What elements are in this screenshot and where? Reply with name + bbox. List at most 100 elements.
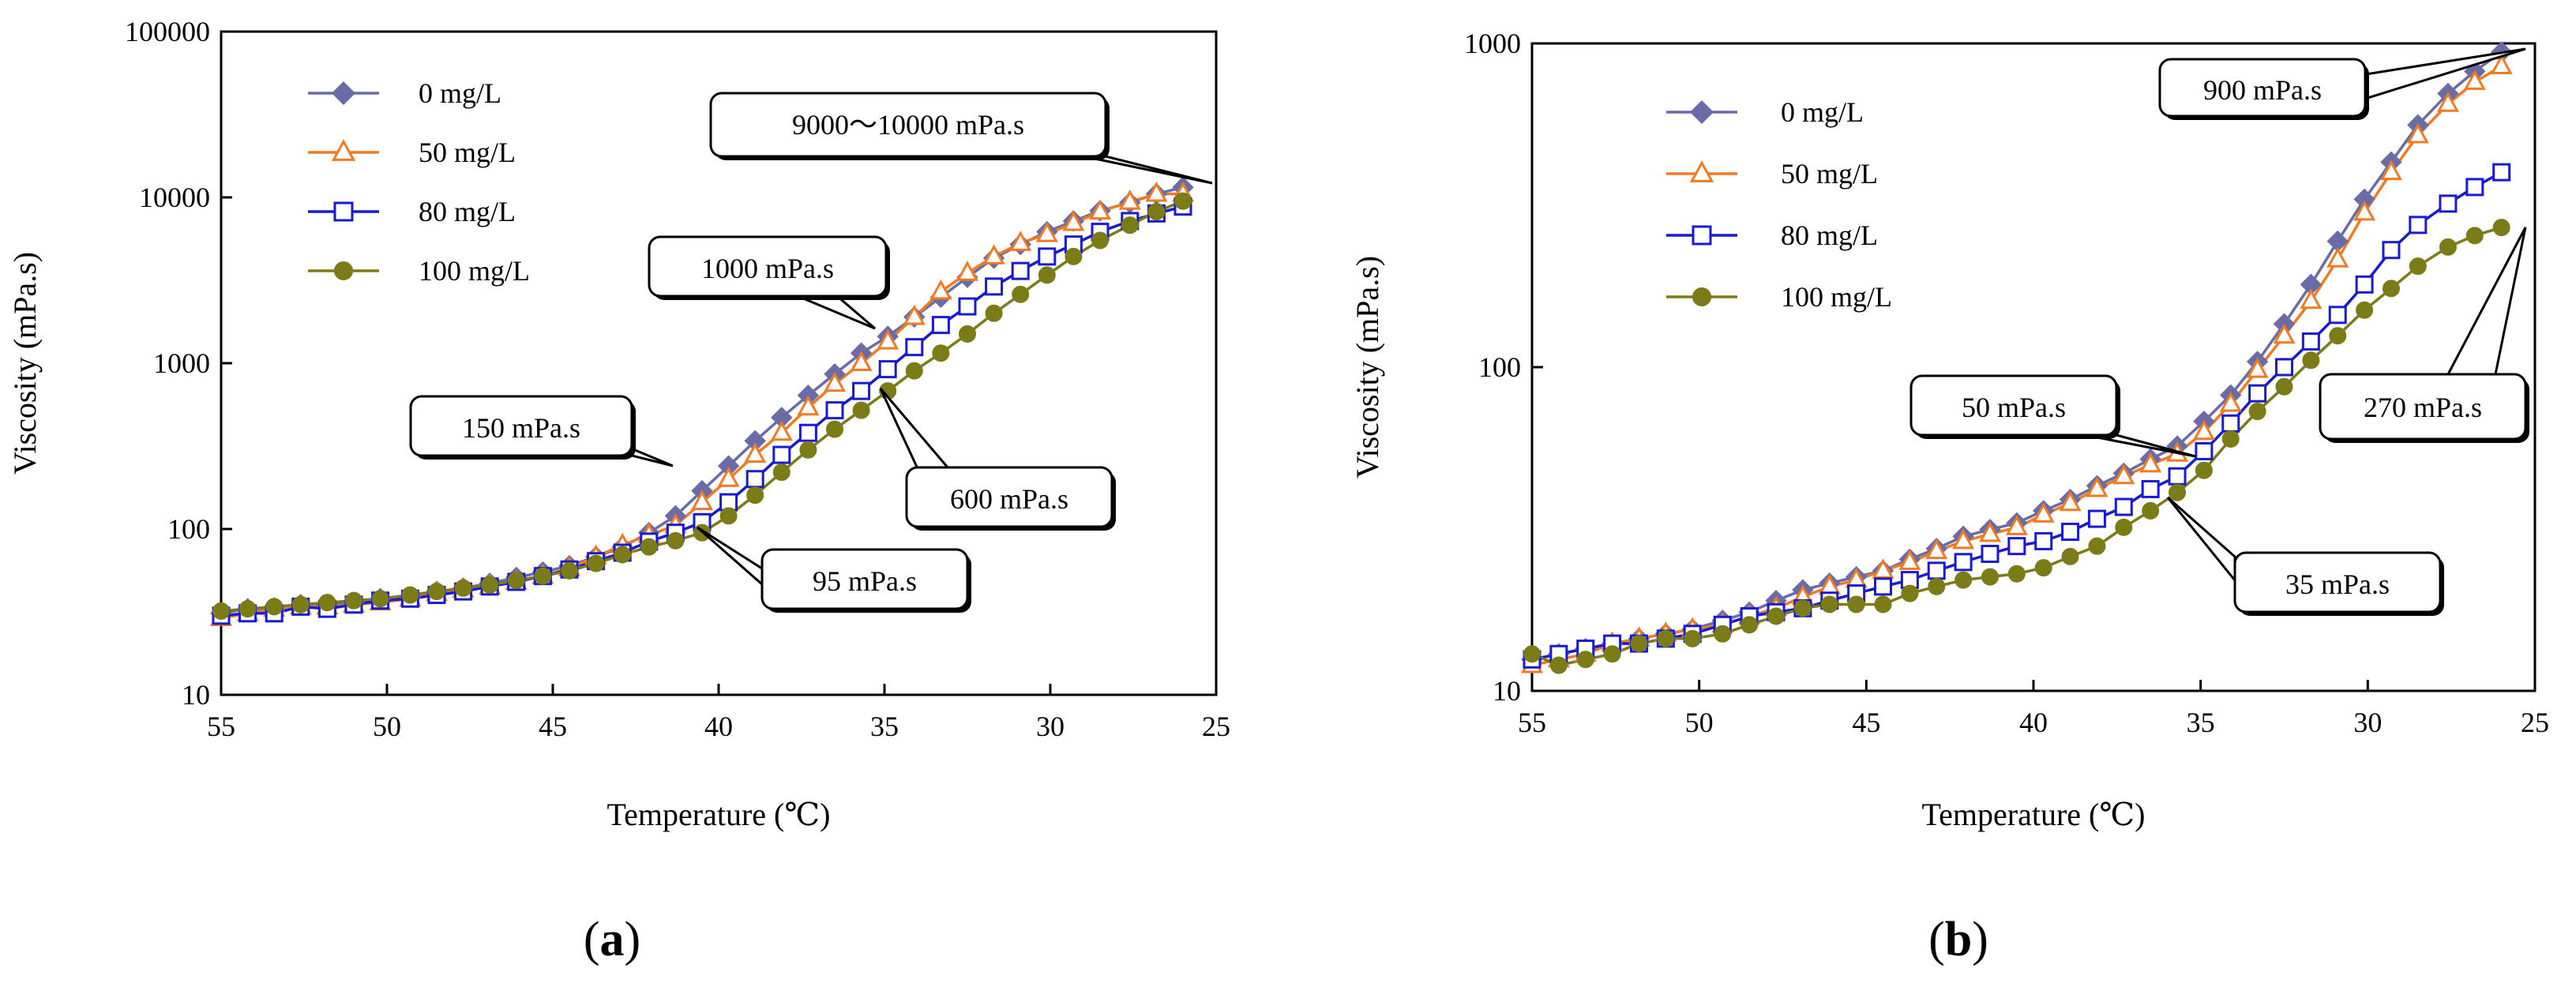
data-point [2219, 391, 2242, 412]
data-point [2492, 163, 2511, 182]
data-point [2439, 194, 2458, 213]
data-point [291, 595, 310, 613]
data-point [1009, 231, 1032, 251]
y-tick-label: 100 [167, 513, 210, 545]
data-point [2005, 515, 2028, 535]
data-point [2379, 159, 2403, 181]
data-point [2221, 430, 2240, 448]
data-point [1147, 203, 1166, 221]
data-point [2328, 306, 2347, 325]
x-tick-label: 45 [539, 711, 567, 742]
callout-label: 35 mPa.s [2285, 568, 2390, 600]
legend-label: 0 mg/L [419, 77, 501, 109]
panel-label-b: (b) [1928, 913, 1988, 966]
data-point [1038, 247, 1057, 266]
x-tick-label: 40 [2019, 707, 2048, 738]
x-axis-label-b: Temperature (℃) [1922, 797, 2146, 832]
legend-label: 100 mg/L [1781, 281, 1892, 313]
data-point [371, 590, 389, 608]
panel-label-a: (a) [584, 913, 640, 966]
data-point [1035, 221, 1058, 242]
data-point [2221, 414, 2240, 433]
callout-label: 9000～10000 mPa.s [792, 109, 1024, 141]
y-tick-label: 10 [182, 679, 210, 711]
y-tick-label: 1000 [1464, 28, 1521, 59]
y-tick-label: 100 [1478, 351, 1521, 383]
callout-box [648, 235, 888, 298]
data-point [1767, 607, 1786, 625]
x-tick-label: 55 [1518, 707, 1546, 738]
data-point [2301, 332, 2320, 351]
data-point [2195, 441, 2214, 460]
data-point [2061, 547, 2079, 565]
data-point [1872, 558, 1894, 579]
data-point [2192, 419, 2215, 441]
data-point [1874, 595, 1892, 613]
callout-box [409, 395, 633, 457]
data-point [1981, 544, 2000, 563]
legend-swatch-marker [1692, 287, 1712, 307]
x-tick-label: 30 [2353, 707, 2382, 738]
data-point [2406, 122, 2429, 144]
callout-label: 150 mPa.s [462, 412, 580, 444]
data-point [1714, 625, 1732, 643]
data-point [2034, 531, 2053, 550]
data-point [2382, 241, 2401, 260]
series-markers-a [209, 176, 1195, 626]
x-axis-label-a: Temperature (℃) [607, 797, 831, 832]
data-point [561, 561, 578, 580]
data-point [823, 371, 847, 392]
callout-box [905, 466, 1113, 528]
callout-label: 270 mPa.s [2364, 392, 2482, 423]
data-point [772, 445, 791, 464]
data-point [1121, 216, 1139, 234]
legend-swatch-marker [331, 81, 356, 106]
data-point [1927, 561, 1946, 580]
data-point [2007, 537, 2026, 556]
data-point [1523, 645, 1541, 663]
data-point [2061, 523, 2080, 542]
data-point [746, 486, 764, 505]
x-tick-label: 55 [207, 711, 235, 742]
y-axis-label-b: Viscosity (mPa.s) [1350, 256, 1385, 478]
data-point [985, 304, 1003, 322]
data-point [1928, 577, 1946, 595]
data-point [1978, 521, 2002, 542]
data-point [2168, 467, 2187, 486]
callout-label: 900 mPa.s [2203, 74, 2322, 106]
x-axis-a: 55 50 45 40 35 30 25 [207, 684, 1230, 742]
data-point [401, 586, 419, 604]
callout-label: 600 mPa.s [950, 483, 1068, 515]
data-point [2088, 537, 2106, 555]
data-point [2436, 92, 2459, 112]
data-point [2142, 501, 2160, 520]
data-point [797, 395, 820, 416]
data-point [772, 463, 790, 482]
data-point [1118, 189, 1141, 210]
data-point [2382, 280, 2400, 298]
data-point [959, 325, 976, 343]
callout-box [760, 548, 969, 610]
callout-label: 95 mPa.s [813, 565, 917, 597]
data-point [345, 591, 362, 610]
data-point [1955, 571, 1973, 589]
data-point [428, 583, 445, 601]
data-point [481, 576, 499, 594]
data-point [238, 600, 257, 618]
data-point [1576, 651, 1594, 669]
data-point [265, 598, 284, 616]
legend-swatch-marker [331, 139, 356, 161]
data-point [2409, 257, 2427, 276]
data-point [2465, 178, 2484, 197]
legend-label: 50 mg/L [1781, 158, 1878, 189]
data-point [507, 572, 525, 590]
data-point [2300, 288, 2323, 310]
data-point [717, 467, 740, 487]
data-point [1981, 568, 1999, 586]
y-tick-label: 10 [1493, 675, 1521, 707]
callouts-b: 900 mPa.s 50 mPa.s 35 mPa.s 270 mPa.s [1909, 47, 2529, 616]
data-point [1549, 656, 1568, 674]
data-point [2086, 476, 2108, 497]
x-tick-label: 45 [1852, 707, 1880, 738]
